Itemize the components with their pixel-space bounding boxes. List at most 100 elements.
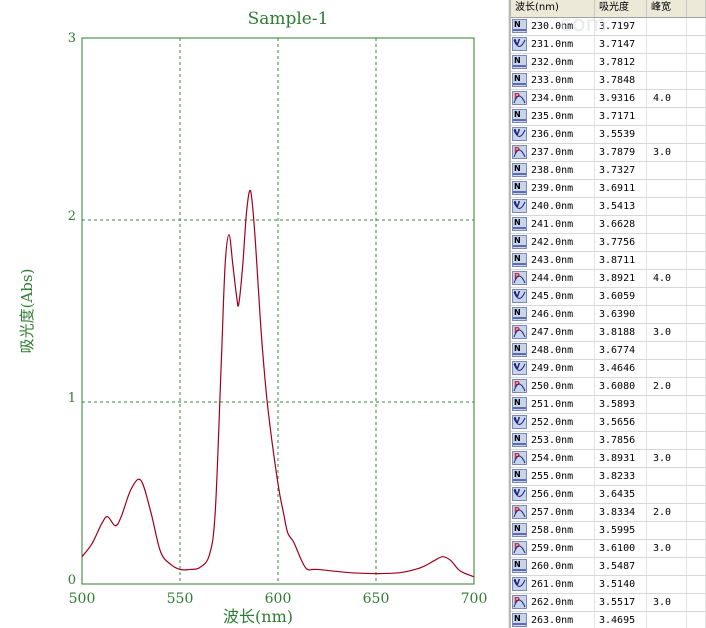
svg-text:V: V [514, 128, 521, 137]
table-row[interactable]: N 260.0nm 3.5487 [511, 558, 706, 576]
svg-text:N: N [514, 560, 521, 569]
table-row[interactable]: P 244.0nm 3.8921 4.0 [511, 270, 706, 288]
svg-text:N: N [514, 524, 521, 533]
svg-text:N: N [514, 470, 521, 479]
table-row[interactable]: N 248.0nm 3.6774 [511, 342, 706, 360]
table-row[interactable]: V 236.0nm 3.5539 [511, 126, 706, 144]
table-row[interactable]: P 254.0nm 3.8931 3.0 [511, 450, 706, 468]
peak-width-cell: 2.0 [647, 504, 687, 521]
table-row[interactable]: N 263.0nm 3.4695 [511, 612, 706, 628]
table-row[interactable]: P 237.0nm 3.7879 3.0 [511, 144, 706, 162]
table-row[interactable]: V 261.0nm 3.5140 [511, 576, 706, 594]
table-row[interactable]: P 262.0nm 3.5517 3.0 [511, 594, 706, 612]
svg-text:V: V [514, 200, 521, 209]
empty-cell [687, 198, 706, 215]
wavelength-cell: 230.0nm [529, 18, 595, 35]
table-row[interactable]: P 250.0nm 3.6080 2.0 [511, 378, 706, 396]
table-row[interactable]: P 247.0nm 3.8188 3.0 [511, 324, 706, 342]
peak-icon: P [511, 450, 529, 467]
table-row[interactable]: V 256.0nm 3.6435 [511, 486, 706, 504]
peak-icon: P [511, 504, 529, 521]
svg-text:V: V [514, 290, 521, 299]
table-body: N 230.0nm 3.7197 V 231.0nm 3.7147 N 232.0nm 3.78… [511, 18, 706, 628]
normal-point-icon: N [511, 306, 529, 323]
empty-cell [687, 288, 706, 305]
svg-text:N: N [514, 614, 521, 623]
valley-icon: V [511, 126, 529, 143]
peak-width-cell [647, 288, 687, 305]
table-row[interactable]: N 241.0nm 3.6628 [511, 216, 706, 234]
table-row[interactable]: P 257.0nm 3.8334 2.0 [511, 504, 706, 522]
svg-text:N: N [514, 398, 521, 407]
empty-cell [687, 216, 706, 233]
table-row[interactable]: V 249.0nm 3.4646 [511, 360, 706, 378]
wavelength-cell: 255.0nm [529, 468, 595, 485]
header-absorbance[interactable]: 吸光度 [595, 0, 647, 17]
empty-cell [687, 342, 706, 359]
empty-cell [687, 126, 706, 143]
peak-width-cell [647, 252, 687, 269]
wavelength-cell: 261.0nm [529, 576, 595, 593]
table-row[interactable]: V 252.0nm 3.5656 [511, 414, 706, 432]
table-row[interactable]: N 238.0nm 3.7327 [511, 162, 706, 180]
table-row[interactable]: P 234.0nm 3.9316 4.0 [511, 90, 706, 108]
empty-cell [687, 90, 706, 107]
wavelength-cell: 252.0nm [529, 414, 595, 431]
table-row[interactable]: N 258.0nm 3.5995 [511, 522, 706, 540]
table-row[interactable]: V 240.0nm 3.5413 [511, 198, 706, 216]
peak-width-cell: 4.0 [647, 270, 687, 287]
wavelength-cell: 248.0nm [529, 342, 595, 359]
wavelength-cell: 260.0nm [529, 558, 595, 575]
splitter[interactable] [508, 0, 511, 628]
normal-point-icon: N [511, 162, 529, 179]
empty-cell [687, 36, 706, 53]
absorbance-cell: 3.5517 [595, 594, 647, 611]
svg-text:N: N [514, 164, 521, 173]
header-peak-width[interactable]: 峰宽 [647, 0, 687, 17]
empty-cell [687, 486, 706, 503]
table-row[interactable]: V 231.0nm 3.7147 [511, 36, 706, 54]
peak-width-cell [647, 612, 687, 628]
svg-text:N: N [514, 344, 521, 353]
wavelength-cell: 243.0nm [529, 252, 595, 269]
empty-cell [687, 396, 706, 413]
empty-cell [687, 468, 706, 485]
empty-cell [687, 270, 706, 287]
table-row[interactable]: V 245.0nm 3.6059 [511, 288, 706, 306]
absorbance-cell: 3.4695 [595, 612, 647, 628]
svg-text:N: N [514, 236, 521, 245]
valley-icon: V [511, 486, 529, 503]
peak-width-cell: 3.0 [647, 450, 687, 467]
peak-width-cell [647, 108, 687, 125]
normal-point-icon: N [511, 612, 529, 628]
table-row[interactable]: N 230.0nm 3.7197 [511, 18, 706, 36]
peak-icon: P [511, 324, 529, 341]
table-row[interactable]: N 246.0nm 3.6390 [511, 306, 706, 324]
table-row[interactable]: N 255.0nm 3.8233 [511, 468, 706, 486]
table-row[interactable]: N 239.0nm 3.6911 [511, 180, 706, 198]
peak-icon: P [511, 378, 529, 395]
wavelength-cell: 247.0nm [529, 324, 595, 341]
svg-text:N: N [514, 254, 521, 263]
peak-width-cell: 3.0 [647, 324, 687, 341]
table-row[interactable]: N 235.0nm 3.7171 [511, 108, 706, 126]
table-row[interactable]: N 232.0nm 3.7812 [511, 54, 706, 72]
wavelength-cell: 257.0nm [529, 504, 595, 521]
peak-width-cell [647, 396, 687, 413]
normal-point-icon: N [511, 108, 529, 125]
absorbance-cell: 3.8233 [595, 468, 647, 485]
chart-panel: 500 550 600 650 700 0 1 2 3 Sample-1 波长(nm) 吸光度(Abs… [18, 9, 488, 626]
table-row[interactable]: P 259.0nm 3.6100 3.0 [511, 540, 706, 558]
wavelength-cell: 254.0nm [529, 450, 595, 467]
empty-cell [687, 432, 706, 449]
table-row[interactable]: N 233.0nm 3.7848 [511, 72, 706, 90]
absorbance-cell: 3.7197 [595, 18, 647, 35]
table-row[interactable]: N 253.0nm 3.7856 [511, 432, 706, 450]
valley-icon: V [511, 36, 529, 53]
table-row[interactable]: N 251.0nm 3.5893 [511, 396, 706, 414]
table-row[interactable]: N 242.0nm 3.7756 [511, 234, 706, 252]
y-tick-label: 0 [68, 573, 76, 588]
header-wavelength[interactable]: 波长(nm) [511, 0, 595, 17]
peak-width-cell: 3.0 [647, 540, 687, 557]
table-row[interactable]: N 243.0nm 3.8711 [511, 252, 706, 270]
